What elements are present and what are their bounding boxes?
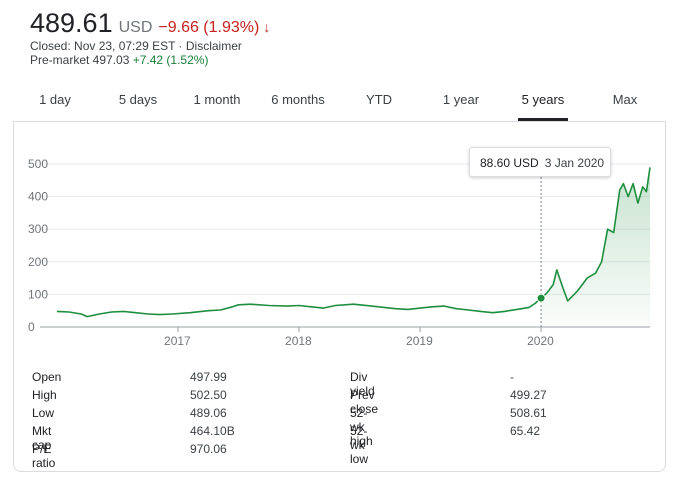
stat-prevclose-label: Prev close bbox=[350, 388, 379, 416]
price-area-fill bbox=[541, 167, 650, 327]
stat-divyield-value: - bbox=[510, 370, 514, 384]
stat-pe-label: P/E ratio bbox=[32, 442, 56, 470]
x-tick-label: 2017 bbox=[164, 334, 191, 348]
stat-pe-value: 970.06 bbox=[190, 442, 227, 456]
stat-low-label: Low bbox=[32, 406, 55, 420]
stat-52low-value: 65.42 bbox=[510, 424, 541, 438]
stat-mktcap-value: 464.10B bbox=[190, 424, 235, 438]
closed-info: Closed: Nov 23, 07:29 EST · Disclaimer bbox=[30, 39, 270, 53]
tooltip-price: 88.60 USD bbox=[480, 156, 539, 170]
current-price: 489.61 bbox=[30, 8, 113, 38]
tab-max[interactable]: Max bbox=[612, 92, 638, 107]
tab-ytd[interactable]: YTD bbox=[366, 92, 392, 107]
stat-high-value: 502.50 bbox=[190, 388, 227, 402]
y-tick-label: 0 bbox=[28, 320, 35, 334]
quote-header: 489.61 USD −9.66 (1.93%) ↓ Closed: Nov 2… bbox=[30, 8, 270, 67]
premarket-price: Pre-market 497.03 bbox=[30, 53, 133, 67]
currency: USD bbox=[118, 19, 153, 36]
stat-prevclose-value: 499.27 bbox=[510, 388, 547, 402]
stat-high-label: High bbox=[32, 388, 57, 402]
chart-tooltip: 88.60 USD 3 Jan 2020 bbox=[469, 147, 611, 177]
tab-5-years[interactable]: 5 years bbox=[518, 83, 568, 121]
x-tick-label: 2018 bbox=[285, 334, 312, 348]
y-tick-label: 500 bbox=[28, 157, 48, 171]
price-line: 489.61 USD −9.66 (1.93%) ↓ bbox=[30, 8, 270, 39]
stat-mktcap-label: Mkt cap bbox=[32, 424, 52, 452]
stat-52high-label: 52-wk high bbox=[350, 406, 373, 448]
tab-1-year[interactable]: 1 year bbox=[442, 92, 480, 107]
stat-open-value: 497.99 bbox=[190, 370, 227, 384]
x-tick-label: 2020 bbox=[527, 334, 554, 348]
price-change: −9.66 (1.93%) bbox=[158, 19, 260, 36]
range-tabs: 1 day 5 days 1 month 6 months YTD 1 year… bbox=[15, 83, 667, 121]
highlight-point bbox=[536, 293, 546, 303]
premarket-change: +7.42 (1.52%) bbox=[132, 53, 209, 67]
stat-divyield-label: Div yield bbox=[350, 370, 375, 398]
x-tick-label: 2019 bbox=[406, 334, 433, 348]
y-tick-label: 200 bbox=[28, 255, 48, 269]
tab-5-days[interactable]: 5 days bbox=[118, 92, 158, 107]
tab-1-day[interactable]: 1 day bbox=[39, 92, 71, 107]
premarket-info: Pre-market 497.03 +7.42 (1.52%) bbox=[30, 53, 270, 67]
price-series-line bbox=[56, 167, 651, 318]
down-arrow-icon: ↓ bbox=[263, 19, 271, 35]
chart-card bbox=[13, 121, 666, 472]
y-tick-label: 300 bbox=[28, 222, 48, 236]
y-tick-label: 100 bbox=[28, 287, 48, 301]
tooltip-date: 3 Jan 2020 bbox=[544, 156, 605, 170]
disclaimer-link[interactable]: Disclaimer bbox=[185, 39, 242, 53]
tab-6-months[interactable]: 6 months bbox=[271, 92, 325, 107]
y-tick-label: 400 bbox=[28, 190, 48, 204]
stat-open-label: Open bbox=[32, 370, 62, 384]
stat-52high-value: 508.61 bbox=[510, 406, 547, 420]
stat-52low-label: 52-wk low bbox=[350, 424, 369, 466]
tab-1-month[interactable]: 1 month bbox=[193, 92, 241, 107]
closed-time: Closed: Nov 23, 07:29 EST · bbox=[30, 39, 186, 53]
stat-low-value: 489.06 bbox=[190, 406, 227, 420]
